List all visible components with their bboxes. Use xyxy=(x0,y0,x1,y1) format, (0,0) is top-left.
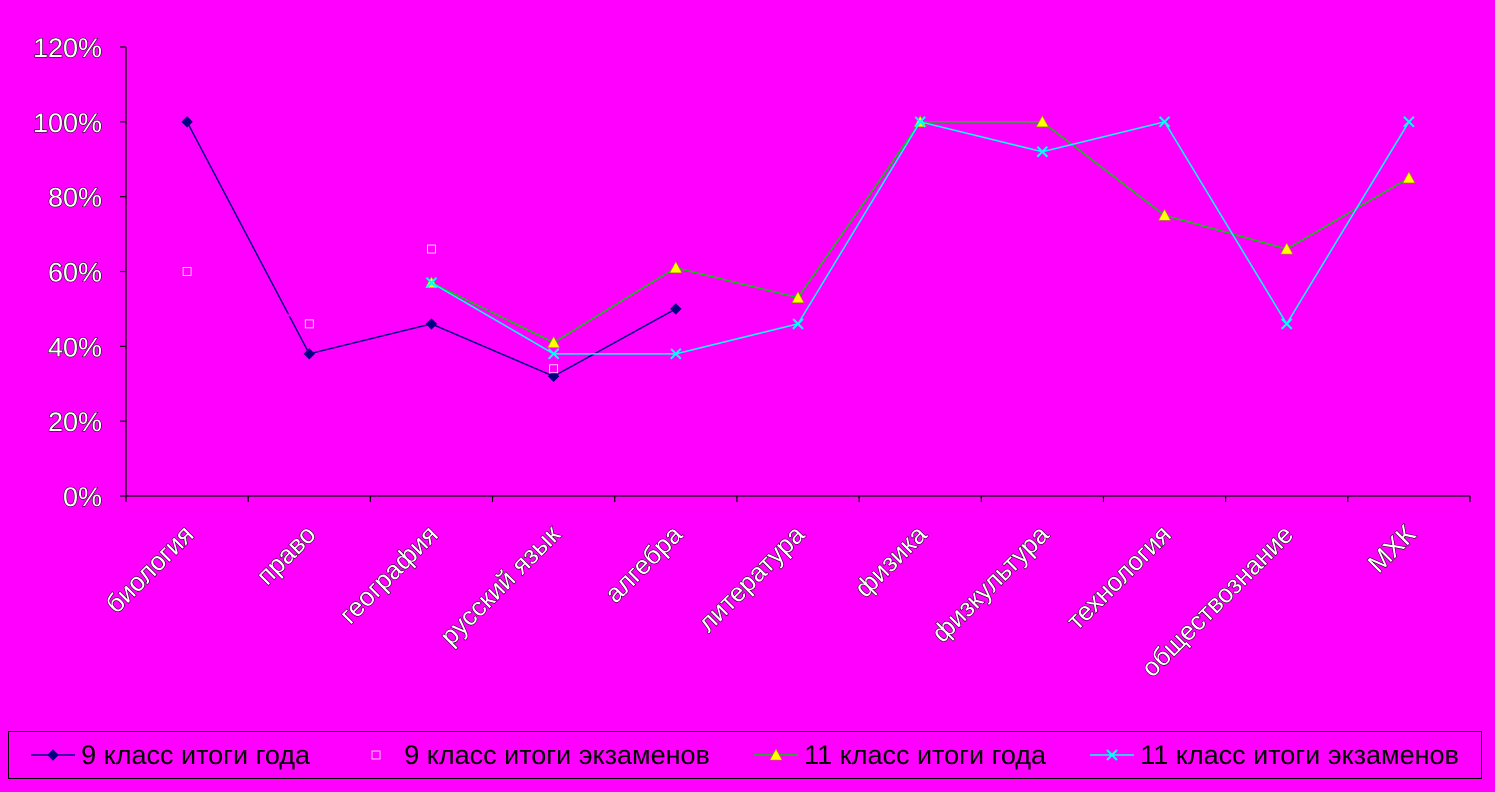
data-point xyxy=(1035,115,1049,128)
data-point xyxy=(1106,749,1118,761)
y-tick-label: 40% xyxy=(48,332,102,362)
series-group xyxy=(181,115,1416,382)
axes xyxy=(125,47,1470,497)
y-tick-label: 60% xyxy=(48,258,102,288)
data-point xyxy=(425,277,438,289)
line-chart: 0% 20% 40% 60% 80% 100% 120% биология право геог… xyxy=(32,32,1471,683)
y-axis-ticks: 0% 20% 40% 60% 80% 100% 120% xyxy=(32,32,126,513)
data-point xyxy=(547,348,560,360)
data-point xyxy=(1280,242,1294,255)
legend-label: 9 класс итоги экзаменов xyxy=(404,739,710,770)
legend-label: 11 класс итоги года xyxy=(804,739,1047,770)
data-point xyxy=(547,335,561,348)
series-path xyxy=(431,120,1410,355)
x-category-label: география xyxy=(333,519,443,629)
data-point xyxy=(1158,208,1172,221)
series-line xyxy=(424,115,1416,348)
y-tick-label: 100% xyxy=(33,108,102,138)
data-point xyxy=(1036,146,1049,158)
y-tick-label: 120% xyxy=(33,33,102,63)
legend-key xyxy=(31,749,76,761)
data-point xyxy=(547,370,560,382)
x-category-label: алгебра xyxy=(599,519,689,609)
legend-label: 9 класс итоги года xyxy=(81,739,311,770)
x-category-label: физика xyxy=(848,519,932,603)
data-point xyxy=(670,348,682,360)
x-category-label: физкультура xyxy=(926,519,1055,648)
x-category-label: биология xyxy=(99,519,199,619)
data-point xyxy=(669,261,683,274)
x-category-label: русский язык xyxy=(434,519,566,651)
data-point xyxy=(769,748,783,761)
y-tick-label: 0% xyxy=(63,482,102,512)
legend-item: 9 класс итоги экзаменов xyxy=(354,740,710,771)
legend-key xyxy=(754,748,799,761)
y-tick-label: 20% xyxy=(48,407,102,437)
data-point xyxy=(425,318,438,330)
data-point xyxy=(549,364,559,374)
data-point xyxy=(1403,116,1415,128)
data-point xyxy=(303,348,315,360)
x-category-label: литература xyxy=(691,519,810,638)
legend-item: 11 класс итоги года xyxy=(754,740,1046,771)
legend-item: 11 класс итоги экзаменов xyxy=(1090,740,1459,771)
x-category-label: МХК xyxy=(1362,519,1422,579)
series-path xyxy=(431,121,1410,344)
data-point xyxy=(1402,171,1416,184)
legend-item: 9 класс итоги года xyxy=(31,740,310,771)
x-category-label: технология xyxy=(1060,519,1177,636)
data-point xyxy=(371,750,381,760)
x-category-label: право xyxy=(250,519,321,590)
legend-key xyxy=(1090,749,1135,761)
legend-label: 11 класс итоги экзаменов xyxy=(1140,739,1459,770)
series-line xyxy=(425,116,1415,360)
y-tick-label: 80% xyxy=(48,183,102,213)
series-path xyxy=(186,248,555,370)
series-line xyxy=(182,244,559,374)
data-point xyxy=(304,319,314,329)
data-point xyxy=(670,303,682,315)
data-point xyxy=(181,116,193,128)
data-point xyxy=(792,318,804,330)
legend-key xyxy=(354,750,399,760)
data-point xyxy=(914,116,926,128)
data-point xyxy=(791,291,805,303)
legend: 9 класс итоги года 9 класс итоги экзамено… xyxy=(8,731,1482,779)
data-point xyxy=(1281,318,1293,330)
data-point xyxy=(427,244,436,254)
data-point xyxy=(182,267,192,276)
data-point xyxy=(1158,116,1171,128)
data-point xyxy=(47,749,59,761)
